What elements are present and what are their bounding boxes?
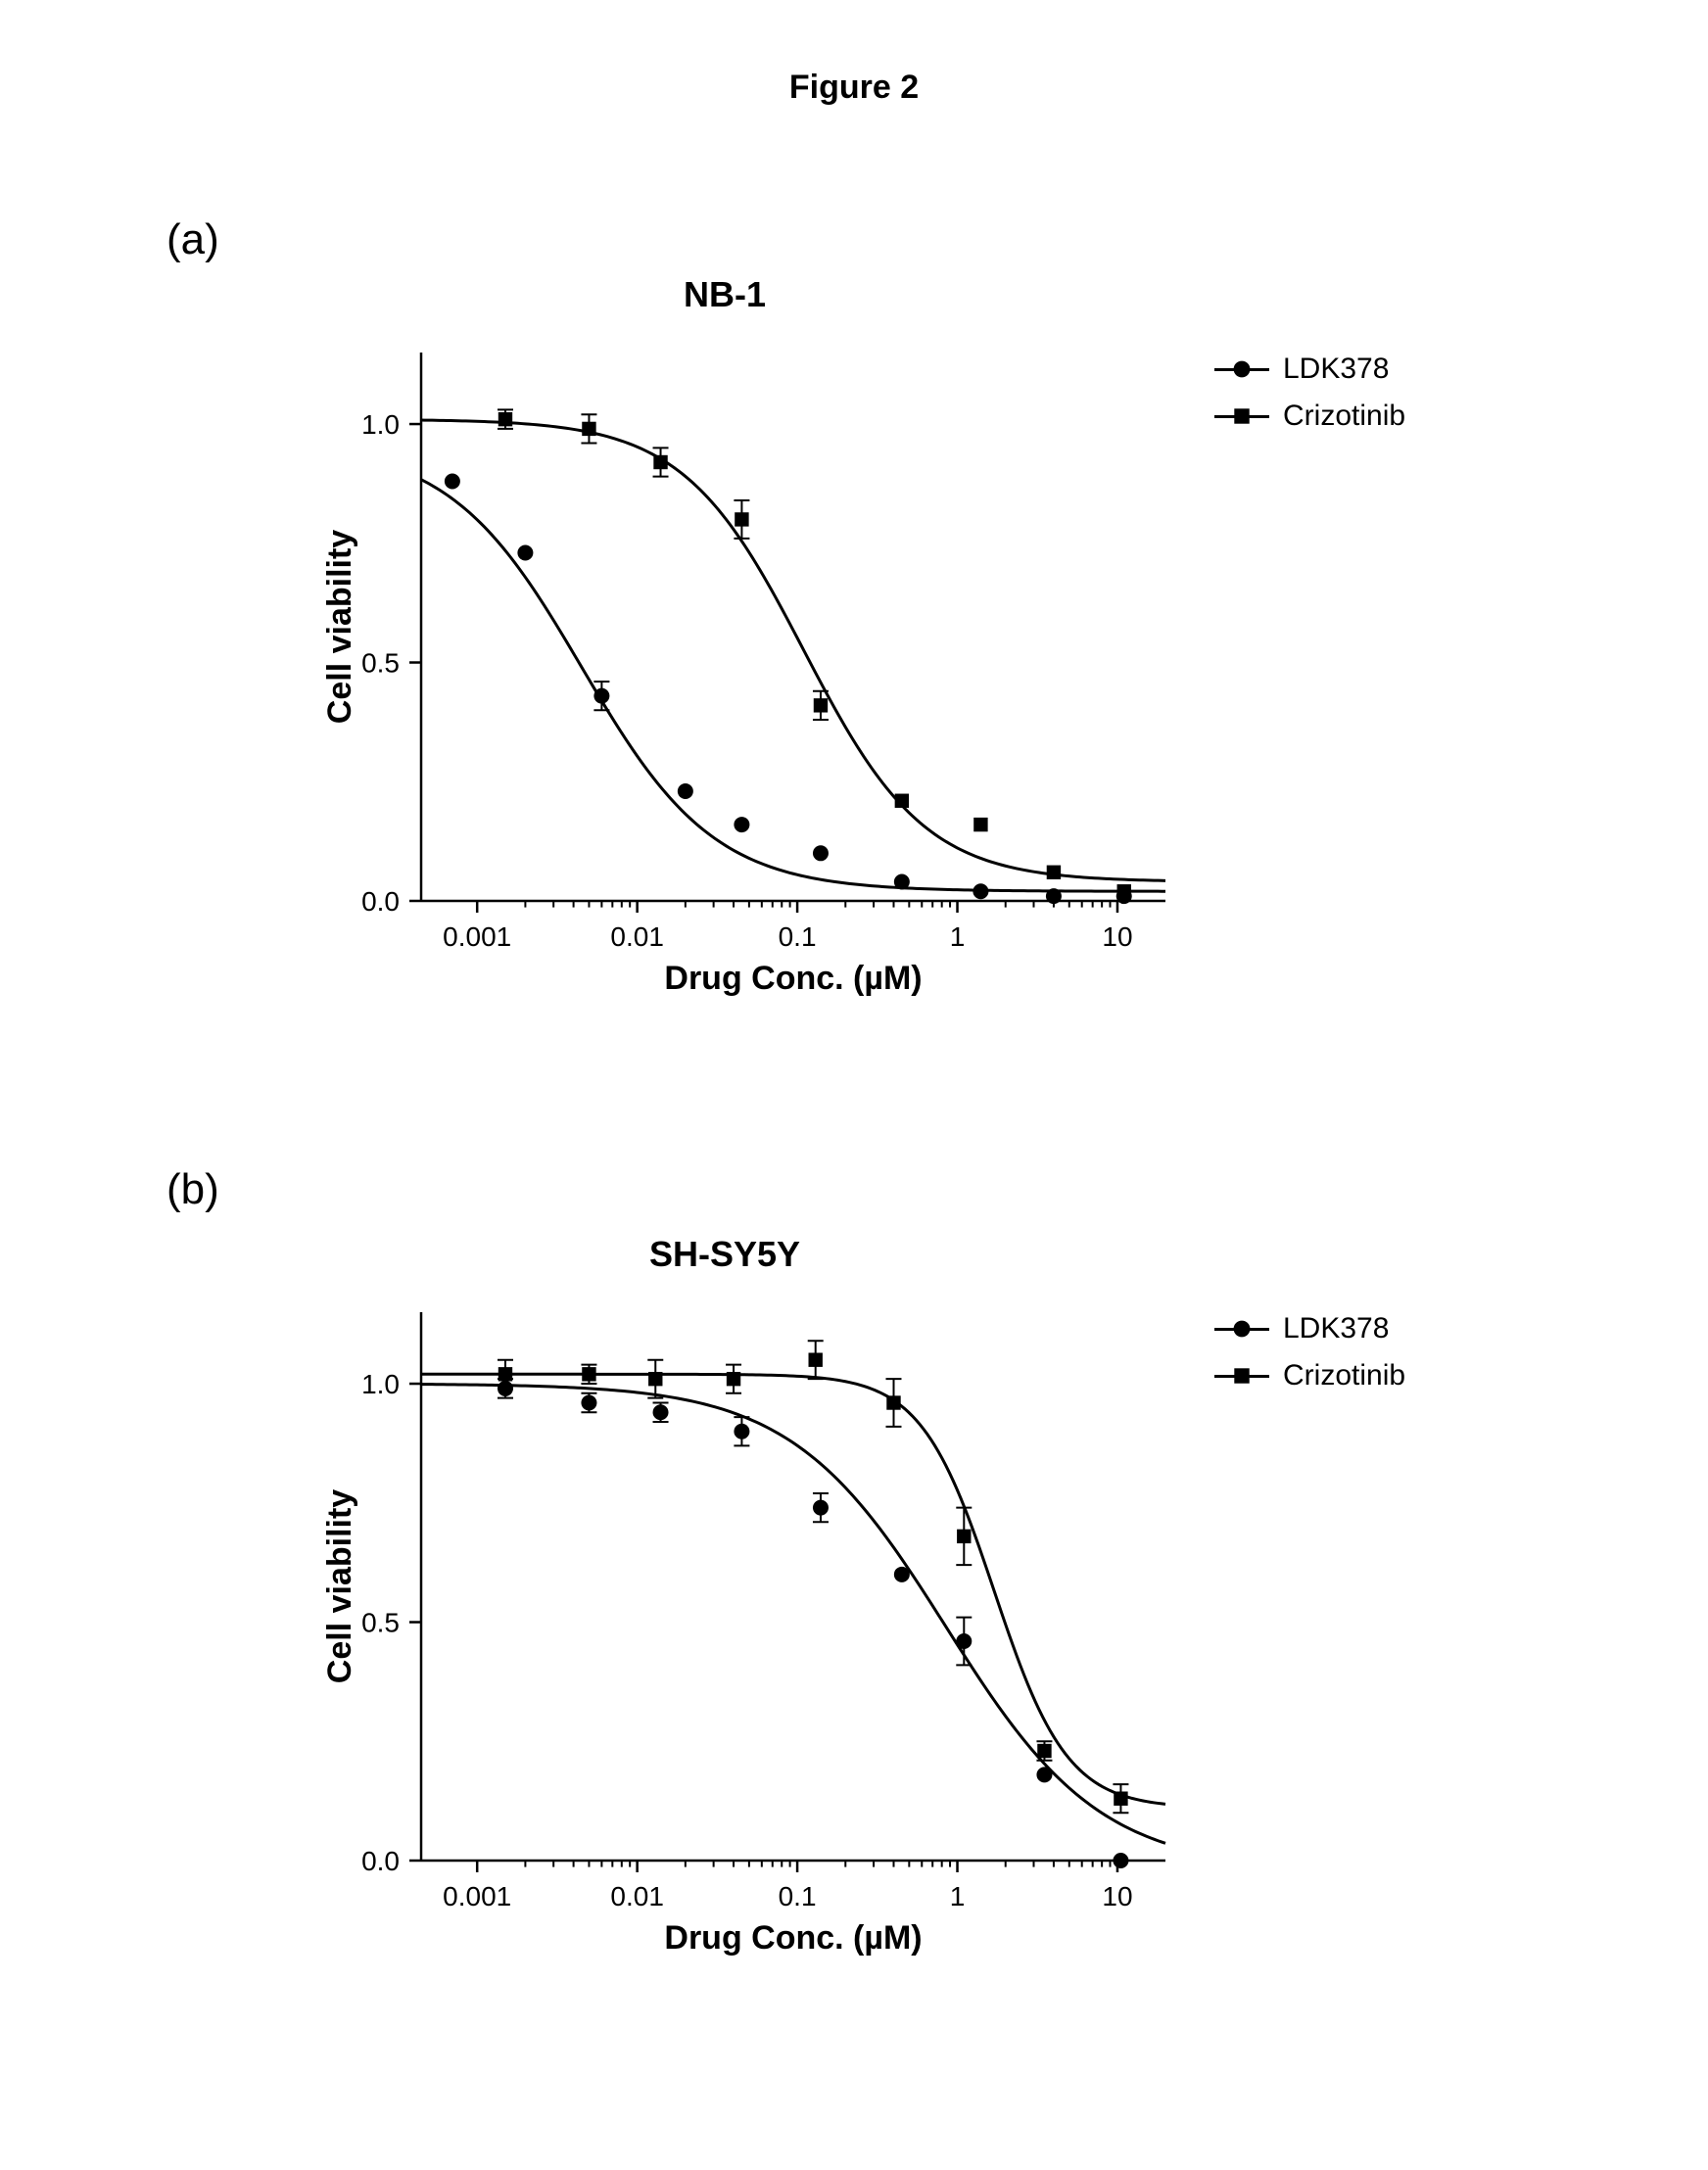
y-tick-label: 1.0 bbox=[361, 409, 400, 440]
y-axis-label: Cell viability bbox=[321, 1489, 358, 1683]
chart-b: 0.0 0.5 1.0 0.001 0.01 0.1 1 10 Drug Conc. (µM) C… bbox=[294, 1293, 1195, 1983]
data-point-ldk bbox=[734, 817, 749, 832]
fit-curve-criz bbox=[421, 420, 1165, 880]
panel-b-label: (b) bbox=[166, 1165, 219, 1214]
y-tick-label: 1.0 bbox=[361, 1369, 400, 1399]
x-tick-label: 0.001 bbox=[443, 921, 511, 952]
x-tick-label: 0.01 bbox=[610, 921, 664, 952]
x-tick-label: 10 bbox=[1102, 1881, 1132, 1911]
legend-label-criz: Crizotinib bbox=[1283, 400, 1405, 433]
data-point-ldk bbox=[956, 1633, 972, 1649]
legend-a: LDK378 Crizotinib bbox=[1214, 353, 1405, 447]
y-axis-label: Cell viability bbox=[321, 530, 358, 724]
data-point-ldk bbox=[653, 1404, 669, 1420]
legend-swatch-ldk bbox=[1214, 359, 1269, 379]
data-point-criz bbox=[1117, 884, 1131, 898]
data-point-criz bbox=[653, 455, 667, 469]
data-point-criz bbox=[498, 412, 512, 426]
x-tick-label: 0.001 bbox=[443, 1881, 511, 1911]
x-axis-label: Drug Conc. (µM) bbox=[664, 1919, 922, 1957]
data-point-ldk bbox=[813, 845, 829, 861]
circle-icon bbox=[1228, 355, 1256, 383]
chart-svg: 0.0 0.5 1.0 0.001 0.01 0.1 1 10 Drug Conc. (µM) C… bbox=[294, 1293, 1195, 1978]
data-point-criz bbox=[973, 818, 987, 831]
fit-curve-ldk bbox=[421, 1385, 1165, 1844]
legend-label-criz: Crizotinib bbox=[1283, 1359, 1405, 1392]
fit-curve-ldk bbox=[421, 480, 1165, 891]
legend-swatch-ldk bbox=[1214, 1319, 1269, 1339]
data-point-criz bbox=[1047, 866, 1061, 879]
chart-a-title: NB-1 bbox=[353, 274, 1097, 315]
x-axis-label: Drug Conc. (µM) bbox=[664, 960, 922, 997]
square-icon bbox=[1228, 1362, 1256, 1390]
x-tick-label: 0.1 bbox=[779, 921, 817, 952]
figure-page: Figure 2 (a) NB-1 0.00.51.00.0010.010.11… bbox=[0, 0, 1708, 2170]
y-tick-label: 0.5 bbox=[361, 1607, 400, 1637]
data-point-ldk bbox=[894, 1567, 910, 1582]
legend-item-ldk: LDK378 bbox=[1214, 353, 1405, 386]
data-point-ldk bbox=[517, 545, 533, 561]
y-tick-label: 0.0 bbox=[361, 886, 400, 917]
chart-b-title: SH-SY5Y bbox=[353, 1234, 1097, 1275]
x-tick-label: 0.1 bbox=[779, 1881, 817, 1911]
panel-a-label: (a) bbox=[166, 215, 219, 264]
data-point-ldk bbox=[1046, 888, 1062, 904]
legend-item-ldk: LDK378 bbox=[1214, 1312, 1405, 1345]
data-point-criz bbox=[648, 1372, 662, 1386]
data-point-criz bbox=[814, 698, 828, 712]
x-tick-label: 10 bbox=[1102, 921, 1132, 952]
x-tick-label: 0.01 bbox=[610, 1881, 664, 1911]
x-tick-label: 1 bbox=[950, 1881, 966, 1911]
y-tick-label: 0.0 bbox=[361, 1846, 400, 1876]
legend-b: LDK378 Crizotinib bbox=[1214, 1312, 1405, 1406]
fit-curve-criz bbox=[421, 1374, 1165, 1804]
x-tick-label: 1 bbox=[950, 921, 966, 952]
data-point-ldk bbox=[445, 473, 460, 489]
legend-label-ldk: LDK378 bbox=[1283, 1312, 1389, 1345]
chart-svg: 0.0 0.5 1.0 0.001 0.01 0.1 1 10 Drug Conc. (µM) C… bbox=[294, 333, 1195, 1018]
data-point-criz bbox=[895, 794, 909, 808]
data-point-criz bbox=[498, 1367, 512, 1381]
figure-title: Figure 2 bbox=[0, 69, 1708, 107]
data-point-ldk bbox=[894, 874, 910, 890]
circle-icon bbox=[1228, 1315, 1256, 1343]
data-point-ldk bbox=[734, 1424, 749, 1439]
data-point-criz bbox=[582, 1367, 595, 1381]
data-point-criz bbox=[886, 1395, 900, 1409]
legend-swatch-criz bbox=[1214, 406, 1269, 426]
data-point-criz bbox=[957, 1530, 971, 1543]
data-point-criz bbox=[809, 1352, 823, 1366]
data-point-ldk bbox=[1036, 1767, 1052, 1782]
legend-swatch-criz bbox=[1214, 1366, 1269, 1386]
data-point-ldk bbox=[593, 688, 609, 704]
square-icon bbox=[1228, 402, 1256, 430]
legend-label-ldk: LDK378 bbox=[1283, 353, 1389, 386]
data-point-criz bbox=[1037, 1744, 1051, 1758]
legend-item-criz: Crizotinib bbox=[1214, 1359, 1405, 1392]
data-point-criz bbox=[1114, 1791, 1127, 1805]
data-point-criz bbox=[735, 512, 748, 526]
data-point-ldk bbox=[581, 1395, 596, 1411]
y-tick-label: 0.5 bbox=[361, 647, 400, 678]
data-point-criz bbox=[582, 422, 595, 436]
legend-item-criz: Crizotinib bbox=[1214, 400, 1405, 433]
data-point-ldk bbox=[973, 883, 988, 899]
data-point-ldk bbox=[678, 783, 693, 799]
data-point-ldk bbox=[1113, 1853, 1128, 1868]
data-point-criz bbox=[727, 1372, 740, 1386]
data-point-ldk bbox=[813, 1500, 829, 1516]
chart-a: 0.0 0.5 1.0 0.001 0.01 0.1 1 10 Drug Conc. (µM) C… bbox=[294, 333, 1195, 1023]
